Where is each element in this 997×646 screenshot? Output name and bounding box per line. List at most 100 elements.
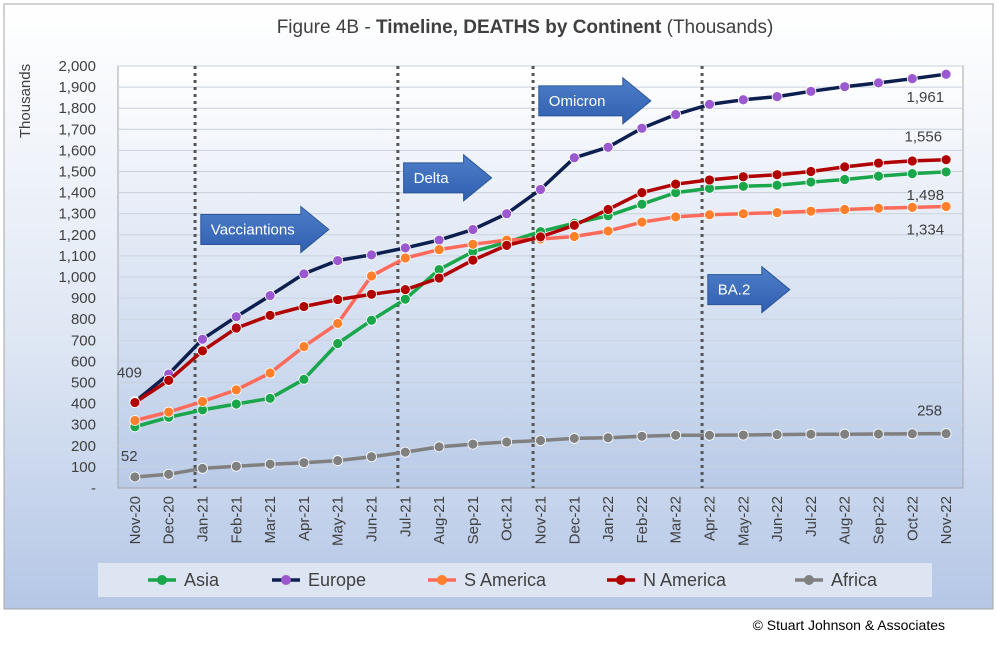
y-tick-label: 1,900 xyxy=(58,79,96,96)
data-point-asia xyxy=(873,170,884,182)
data-label-africa: 52 xyxy=(121,448,138,465)
data-point-africa xyxy=(163,468,175,480)
x-tick-label: Aug-22 xyxy=(837,496,854,544)
legend-item-s-america: S America xyxy=(428,570,547,590)
data-point-n-america xyxy=(399,284,411,296)
legend-item-asia: Asia xyxy=(148,570,220,590)
x-tick-label: Jan-22 xyxy=(600,496,617,542)
data-point-s-america xyxy=(568,231,580,242)
data-point-africa xyxy=(467,438,479,450)
data-point-africa xyxy=(737,429,749,441)
data-point-africa xyxy=(940,428,952,439)
data-point-asia xyxy=(366,314,377,326)
x-tick-label: Nov-22 xyxy=(938,496,955,544)
x-tick-label: Apr-22 xyxy=(702,496,719,541)
y-tick-label: 1,500 xyxy=(58,164,96,181)
data-point-europe xyxy=(602,141,614,153)
data-point-s-america xyxy=(636,216,648,228)
data-point-n-america xyxy=(602,204,614,215)
data-point-n-america xyxy=(636,187,648,199)
data-point-africa xyxy=(602,432,614,444)
data-point-europe xyxy=(298,268,310,280)
x-tick-label: Dec-21 xyxy=(566,496,583,544)
x-tick-label: Jan-21 xyxy=(195,496,212,542)
data-point-africa xyxy=(771,429,783,441)
data-point-europe xyxy=(737,94,749,106)
data-point-africa xyxy=(332,455,344,466)
data-point-n-america xyxy=(366,288,377,300)
x-tick-label: Apr-21 xyxy=(296,496,313,541)
y-tick-label: 1,600 xyxy=(58,142,96,159)
y-tick-label: 1,300 xyxy=(58,206,96,223)
data-point-n-america xyxy=(197,345,208,357)
legend-label: Africa xyxy=(831,570,878,590)
data-point-africa xyxy=(805,428,817,440)
y-tick-label: 600 xyxy=(71,353,96,370)
data-point-s-america xyxy=(366,270,377,282)
data-point-n-america xyxy=(670,178,682,190)
data-point-asia xyxy=(636,198,648,210)
data-point-europe xyxy=(805,85,817,97)
annotation-arrow-ba-2 xyxy=(707,265,791,314)
x-tick-label: Feb-21 xyxy=(228,496,245,544)
data-point-s-america xyxy=(230,384,242,396)
legend-item-africa: Africa xyxy=(795,570,878,590)
data-point-africa xyxy=(670,429,682,441)
data-labels: 409 52 1,961 1,556 1,498 1,334 258 xyxy=(117,89,944,465)
data-point-s-america xyxy=(433,244,445,255)
data-point-africa xyxy=(568,433,580,444)
data-point-s-america xyxy=(805,205,817,217)
data-point-s-america xyxy=(332,318,344,329)
data-point-europe xyxy=(704,99,715,110)
data-point-n-america xyxy=(839,161,851,173)
series-n-america xyxy=(129,154,952,408)
data-label-asia: 1,498 xyxy=(907,187,945,204)
x-tick-label: Feb-22 xyxy=(634,496,651,544)
data-point-africa xyxy=(501,436,513,448)
x-tick-label: Mar-21 xyxy=(262,496,279,544)
y-tick-label: 2,000 xyxy=(58,58,96,75)
data-point-n-america xyxy=(298,301,310,312)
y-tick-label: 1,700 xyxy=(58,121,96,138)
x-tick-label: Jul-21 xyxy=(397,496,414,537)
data-point-europe xyxy=(906,73,918,85)
data-point-europe xyxy=(467,224,479,235)
annotation-label-omicron: Omicron xyxy=(549,93,606,110)
legend-swatch-marker xyxy=(616,575,626,585)
data-point-europe xyxy=(873,77,884,89)
data-point-asia xyxy=(298,373,310,385)
y-axis: - 100 200 300 400 500 600 700 800 900 1,000 1,100 1,… xyxy=(58,58,96,497)
data-point-n-america xyxy=(129,397,141,408)
data-point-n-america xyxy=(332,294,344,305)
data-point-s-america xyxy=(602,225,614,237)
data-point-europe xyxy=(670,109,682,120)
legend-swatch-marker xyxy=(804,575,814,585)
data-point-europe xyxy=(501,208,513,220)
x-tick-label: Nov-21 xyxy=(533,496,550,544)
data-label-europe: 409 xyxy=(117,365,142,382)
annotation-label-vacciantions: Vacciantions xyxy=(211,222,295,239)
y-tick-label: 1,100 xyxy=(58,248,96,265)
data-point-asia xyxy=(737,180,749,192)
y-tick-label: 700 xyxy=(71,332,96,349)
data-point-s-america xyxy=(704,209,715,221)
data-point-africa xyxy=(399,446,411,458)
data-point-europe xyxy=(568,152,580,164)
data-point-europe xyxy=(636,122,648,134)
y-axis-label: Thousands xyxy=(17,64,34,138)
data-point-n-america xyxy=(704,174,715,186)
annotation-arrow-omicron xyxy=(538,76,652,125)
y-tick-label: 300 xyxy=(71,417,96,434)
data-point-s-america xyxy=(467,238,479,250)
data-point-s-america xyxy=(737,208,749,220)
data-point-africa xyxy=(636,430,648,442)
data-point-europe xyxy=(366,249,377,261)
data-point-africa xyxy=(535,435,546,446)
data-point-europe xyxy=(771,91,783,102)
data-point-asia xyxy=(230,398,242,410)
legend: Asia Europe S America N America Africa xyxy=(148,570,878,590)
annotation-label-delta: Delta xyxy=(414,170,450,187)
x-tick-label: Jun-22 xyxy=(769,496,786,542)
x-tick-label: Oct-21 xyxy=(499,496,516,541)
data-point-africa xyxy=(873,428,884,440)
